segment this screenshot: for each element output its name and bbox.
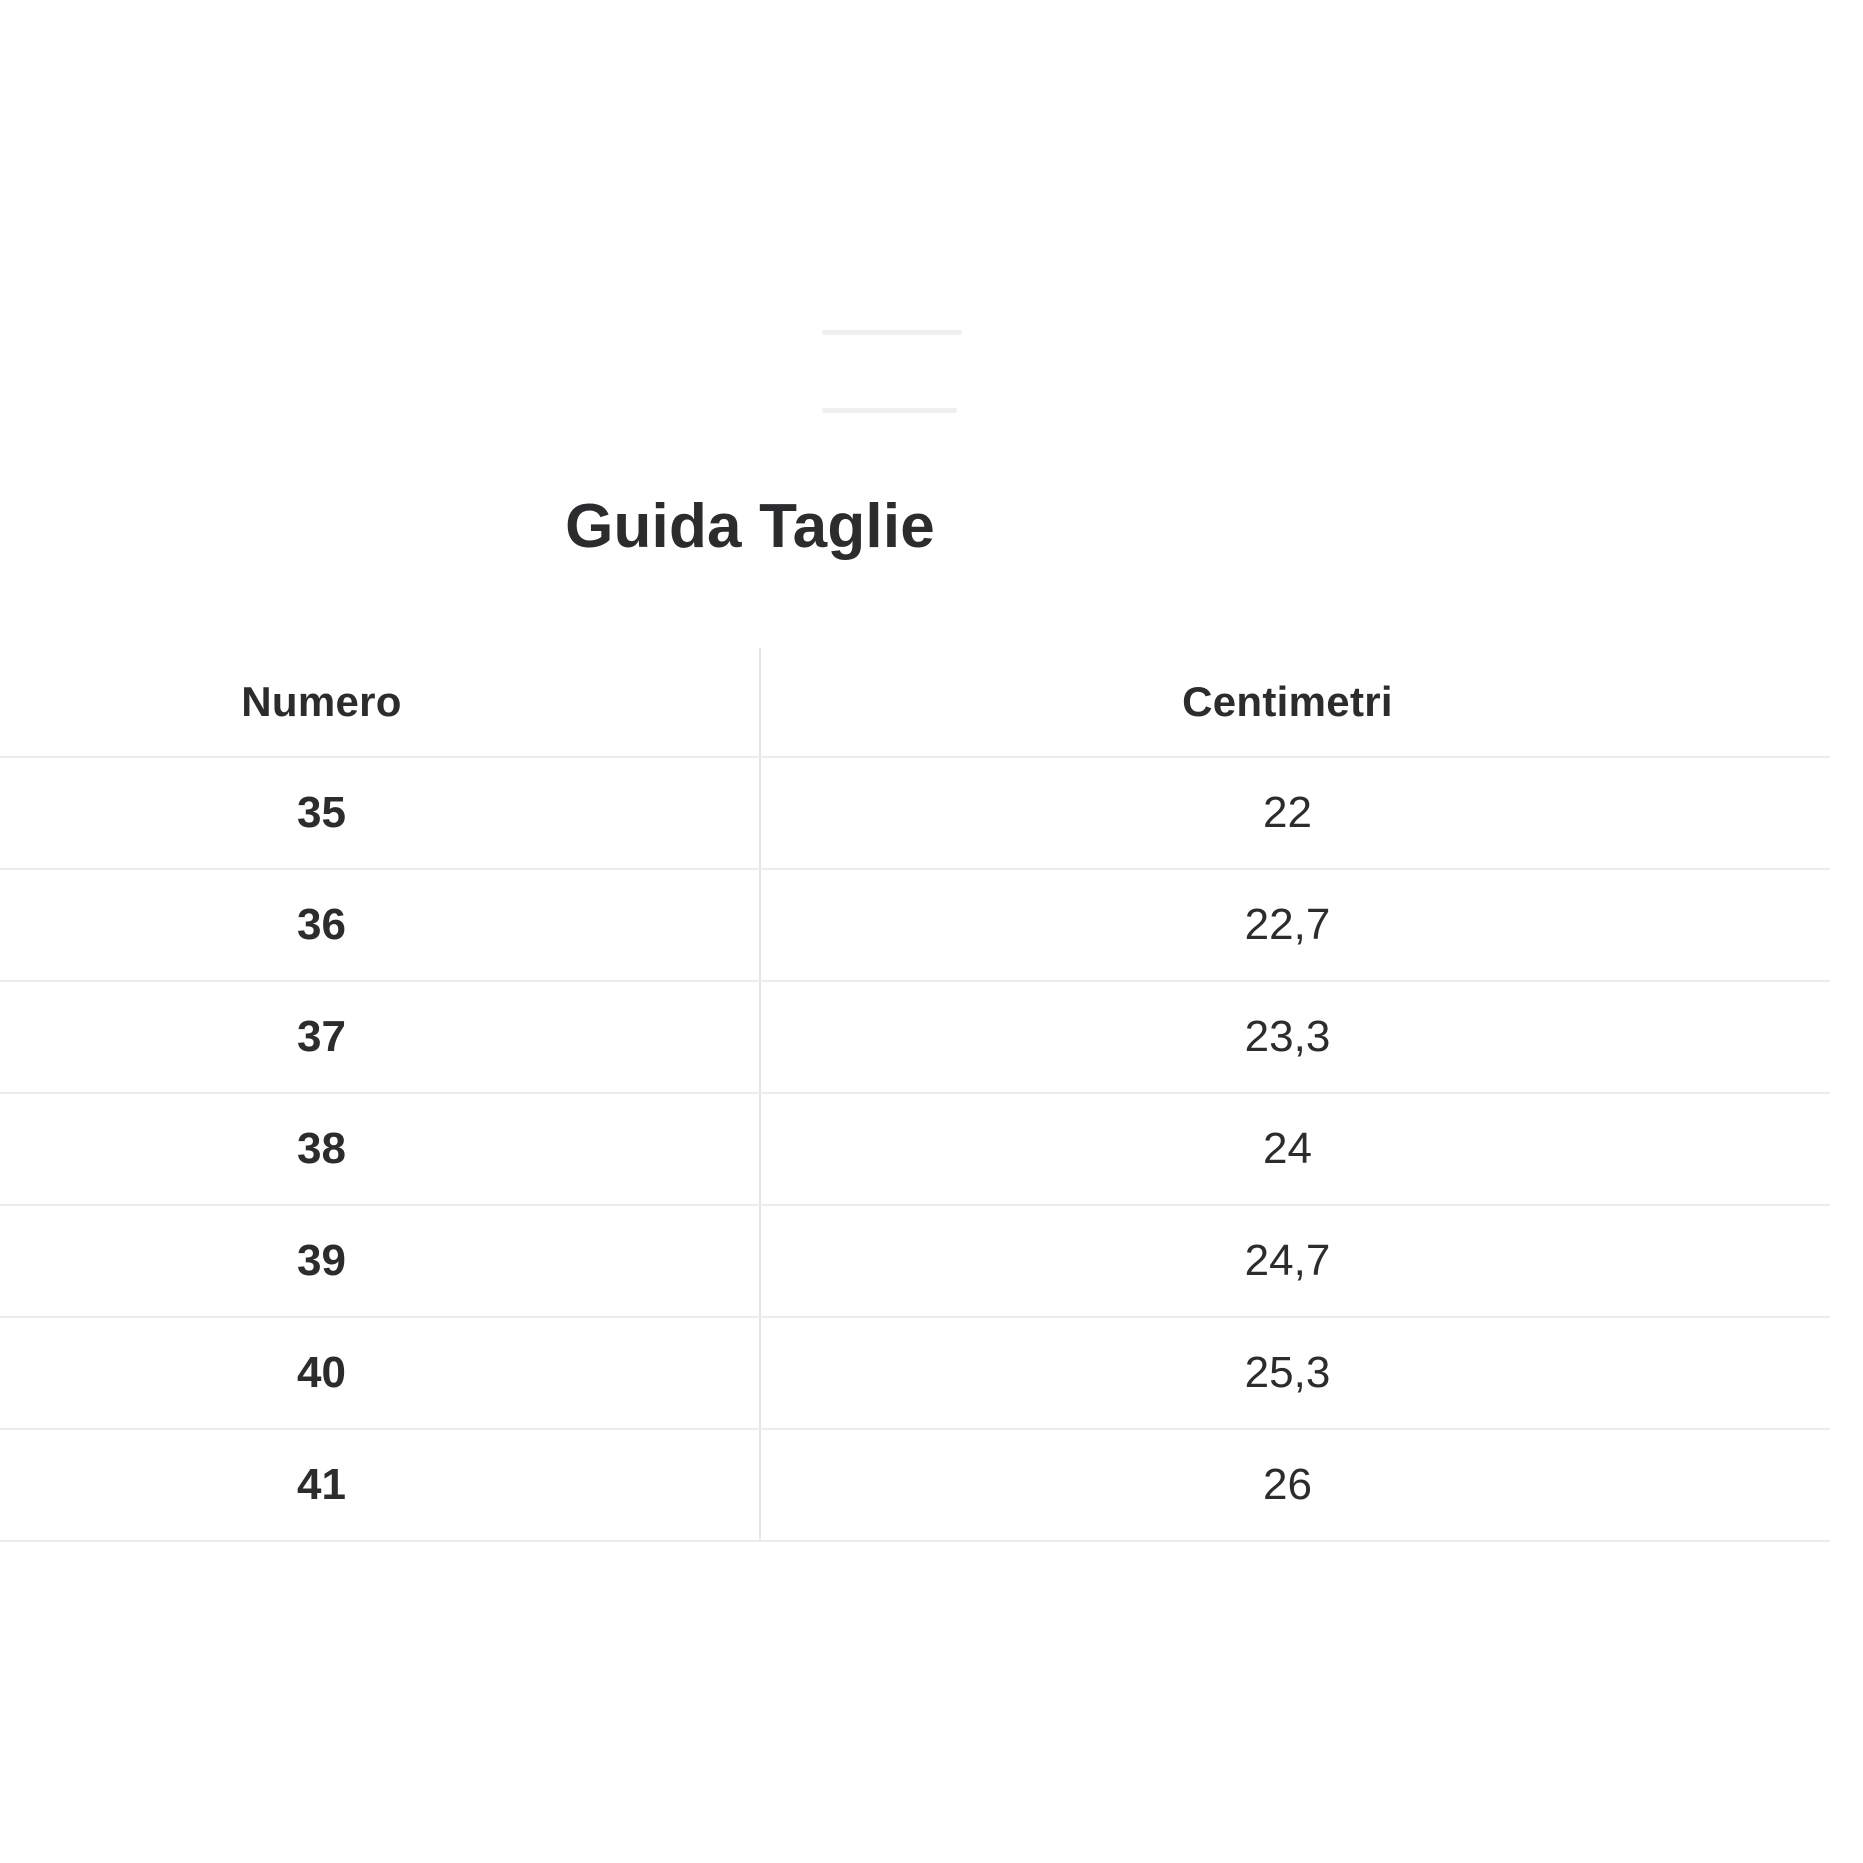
table-row: 39 24,7 — [0, 1205, 1830, 1318]
cell-numero-value: 35 — [297, 788, 346, 837]
cell-numero: 41 — [0, 1429, 760, 1542]
cell-numero-value: 41 — [297, 1460, 346, 1509]
cell-centimetri-value: 22,7 — [1244, 900, 1331, 949]
cell-numero: 40 — [0, 1317, 760, 1430]
table-row: 40 25,3 — [0, 1317, 1830, 1430]
cell-numero-value: 36 — [297, 900, 346, 949]
column-header-centimetri: Centimetri — [759, 648, 1830, 758]
cell-centimetri: 24,7 — [759, 1205, 1830, 1318]
table-row: 36 22,7 — [0, 869, 1830, 982]
skeleton-line-2 — [822, 408, 957, 413]
page-title: Guida Taglie — [565, 492, 935, 561]
table-header-row: Numero Centimetri — [0, 648, 1830, 758]
cell-numero-value: 37 — [297, 1012, 346, 1061]
cell-numero: 35 — [0, 757, 760, 870]
cell-numero: 39 — [0, 1205, 760, 1318]
cell-centimetri-value: 23,3 — [1244, 1012, 1331, 1061]
cell-numero: 36 — [0, 869, 760, 982]
cell-numero-value: 38 — [297, 1124, 346, 1173]
column-header-numero-label: Numero — [241, 678, 402, 725]
cell-centimetri: 25,3 — [759, 1317, 1830, 1430]
cell-centimetri: 24 — [759, 1093, 1830, 1206]
skeleton-placeholder-block — [0, 300, 1863, 460]
cell-numero-value: 39 — [297, 1236, 346, 1285]
cell-centimetri-value: 26 — [1263, 1460, 1312, 1509]
size-guide-table: Numero Centimetri 35 22 36 22,7 37 23,3 … — [0, 648, 1830, 1542]
cell-centimetri-value: 25,3 — [1244, 1348, 1331, 1397]
table-header: Numero Centimetri — [0, 648, 1830, 758]
cell-centimetri: 23,3 — [759, 981, 1830, 1094]
cell-numero: 38 — [0, 1093, 760, 1206]
cell-centimetri-value: 24 — [1263, 1124, 1312, 1173]
table-row: 37 23,3 — [0, 981, 1830, 1094]
cell-centimetri: 22 — [759, 757, 1830, 870]
table-body: 35 22 36 22,7 37 23,3 38 24 39 24,7 40 2… — [0, 757, 1830, 1542]
cell-numero-value: 40 — [297, 1348, 346, 1397]
table-row: 38 24 — [0, 1093, 1830, 1206]
table-row: 35 22 — [0, 757, 1830, 870]
cell-centimetri: 22,7 — [759, 869, 1830, 982]
skeleton-line-1 — [822, 330, 962, 335]
cell-numero: 37 — [0, 981, 760, 1094]
column-header-centimetri-label: Centimetri — [1182, 678, 1393, 725]
cell-centimetri: 26 — [759, 1429, 1830, 1542]
column-header-numero: Numero — [0, 648, 760, 758]
table-row: 41 26 — [0, 1429, 1830, 1542]
cell-centimetri-value: 22 — [1263, 788, 1312, 837]
cell-centimetri-value: 24,7 — [1244, 1236, 1331, 1285]
